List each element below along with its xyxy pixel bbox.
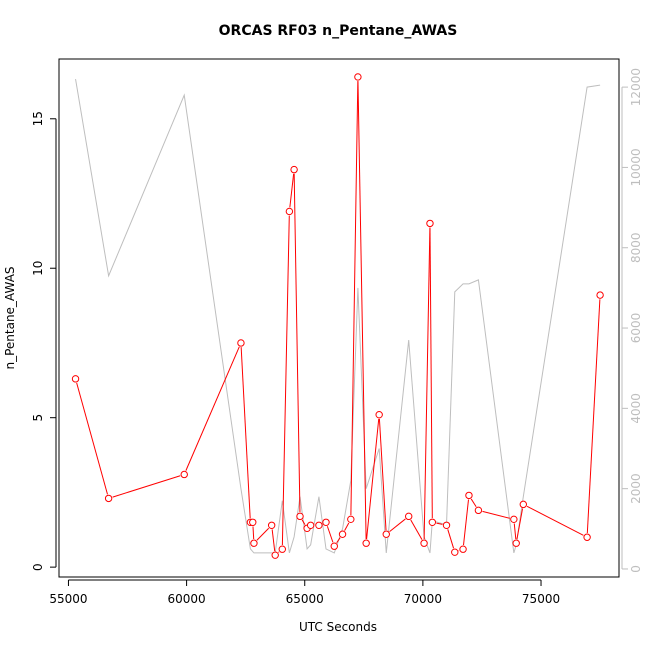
data-point <box>104 494 113 503</box>
data-point <box>510 515 518 524</box>
data-point <box>249 518 257 527</box>
right-y-tick-label: 0 <box>629 565 643 573</box>
data-point <box>362 539 370 547</box>
data-point <box>474 506 483 515</box>
series-segment <box>410 519 423 540</box>
y-tick-label: 15 <box>31 111 45 126</box>
data-point <box>465 491 473 500</box>
y-axis-label: n_Pentane_AWAS <box>3 266 17 369</box>
series-segment <box>271 529 276 552</box>
series-segment <box>366 418 380 540</box>
data-point <box>296 512 304 521</box>
data-point <box>278 545 286 553</box>
x-tick-label: 60000 <box>168 592 206 606</box>
right-y-tick-label: 2000 <box>629 473 643 504</box>
y-tick-label: 10 <box>31 261 45 276</box>
series-segment <box>389 518 406 533</box>
data-point <box>512 539 520 547</box>
series-segment <box>463 499 469 546</box>
series-segment <box>586 299 601 534</box>
y-tick-label: 5 <box>31 414 45 422</box>
x-tick-label: 55000 <box>49 592 87 606</box>
right-y-axis: 0 2000 4000 6000 8000 10000 12000 <box>621 68 643 573</box>
series-segment <box>278 551 280 553</box>
series-segment <box>281 215 290 546</box>
series-segment <box>185 346 240 471</box>
series-segment <box>513 523 517 540</box>
series-segment <box>256 527 270 541</box>
data-point <box>382 530 390 538</box>
right-y-tick-label: 10000 <box>629 148 643 186</box>
data-point <box>237 339 245 347</box>
y-tick-label: 0 <box>31 563 45 571</box>
series-segment <box>344 522 350 531</box>
data-point <box>180 470 188 479</box>
series-segment <box>293 173 301 513</box>
data-point <box>271 551 279 559</box>
data-point <box>306 521 315 529</box>
series-segment <box>240 347 251 519</box>
data-point <box>330 542 338 550</box>
x-axis-label: UTC Seconds <box>299 620 377 634</box>
data-point <box>338 530 347 538</box>
series-segment <box>326 526 334 543</box>
right-y-tick-label: 4000 <box>629 393 643 424</box>
series-segment <box>436 522 443 525</box>
series-segment <box>301 519 306 525</box>
series-line-right <box>75 78 601 554</box>
plot-box <box>58 58 620 578</box>
data-point <box>354 73 362 81</box>
series-segment <box>289 173 295 208</box>
right-axis-series <box>75 78 601 554</box>
data-point <box>519 500 528 509</box>
right-y-tick-label: 6000 <box>629 313 643 344</box>
x-tick-label: 65000 <box>286 592 324 606</box>
data-point <box>347 515 355 524</box>
series-segment <box>423 227 431 540</box>
data-point <box>290 165 298 174</box>
series-segment <box>112 475 181 498</box>
right-y-tick-label: 8000 <box>629 232 643 263</box>
data-point <box>583 533 591 541</box>
data-point <box>420 539 428 547</box>
series-segment <box>482 510 510 519</box>
data-point <box>315 521 323 529</box>
series-segment <box>526 505 584 536</box>
series-segment <box>252 526 255 540</box>
data-point <box>71 375 80 383</box>
data-point <box>285 207 294 216</box>
x-axis: 55000 60000 65000 70000 75000 <box>49 579 560 606</box>
x-tick-label: 70000 <box>404 592 442 606</box>
data-point <box>250 539 258 547</box>
series-segment <box>429 227 433 519</box>
left-axis-series <box>71 73 604 559</box>
data-point <box>267 521 276 529</box>
x-tick-label: 75000 <box>522 592 560 606</box>
y-axis: 0 5 10 15 <box>31 111 57 571</box>
series-segment <box>447 529 455 549</box>
series-segment <box>516 508 524 540</box>
data-point <box>375 410 383 419</box>
right-y-tick-label: 12000 <box>629 68 643 106</box>
data-point <box>405 512 413 521</box>
data-point <box>459 545 467 553</box>
series-segment <box>470 498 477 508</box>
series-segment <box>378 418 387 531</box>
data-point <box>426 219 434 228</box>
data-point <box>451 548 459 556</box>
data-point <box>428 518 437 527</box>
series-segment <box>350 81 359 516</box>
data-point <box>322 518 330 527</box>
data-point <box>442 521 451 529</box>
series-segment <box>357 81 367 540</box>
data-point <box>596 291 604 299</box>
series-segment <box>336 537 341 544</box>
series-segment <box>76 382 108 495</box>
chart-title: ORCAS RF03 n_Pentane_AWAS <box>219 23 458 39</box>
